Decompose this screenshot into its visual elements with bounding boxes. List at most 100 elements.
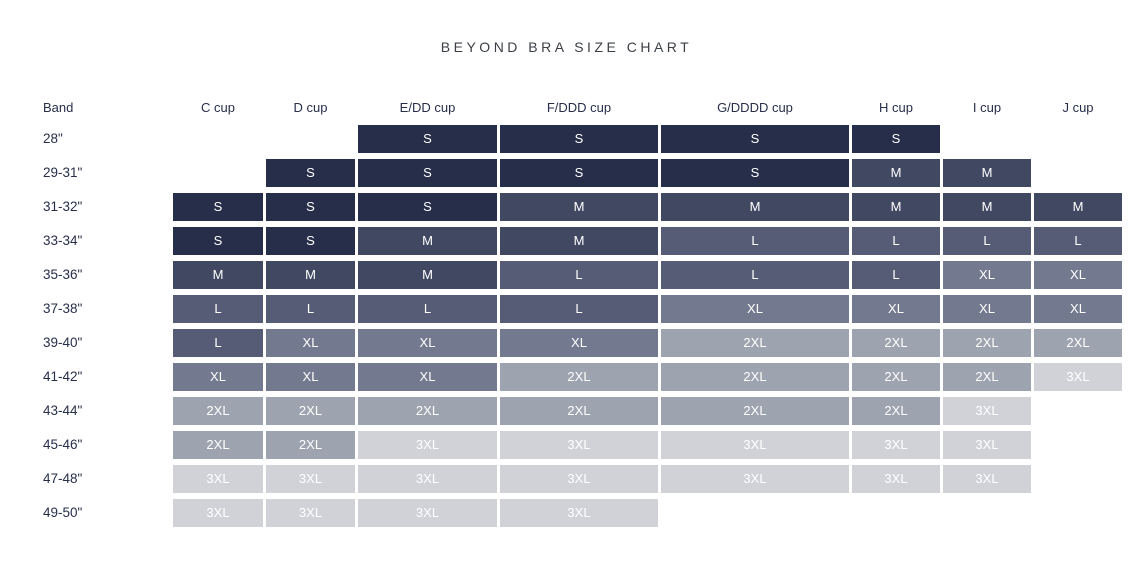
size-chart-grid: Band C cup D cup E/DD cup F/DDD cup G/DDDD cu… <box>43 97 1122 527</box>
size-cell: S <box>852 125 940 153</box>
size-cell: 3XL <box>500 431 658 459</box>
size-cell: 3XL <box>173 499 263 527</box>
empty-cell <box>266 125 355 153</box>
size-cell: 3XL <box>500 499 658 527</box>
size-cell: L <box>500 261 658 289</box>
size-cell: 2XL <box>173 431 263 459</box>
size-cell: S <box>500 125 658 153</box>
page-title: BEYOND BRA SIZE CHART <box>440 39 693 55</box>
size-cell: 3XL <box>943 465 1031 493</box>
size-cell: M <box>500 227 658 255</box>
size-cell: M <box>500 193 658 221</box>
size-cell: 2XL <box>943 329 1031 357</box>
size-cell: L <box>852 227 940 255</box>
size-cell: L <box>661 261 849 289</box>
size-cell: 3XL <box>852 465 940 493</box>
size-cell: 2XL <box>173 397 263 425</box>
empty-cell <box>661 499 849 527</box>
size-cell: 2XL <box>852 363 940 391</box>
size-cell: S <box>661 159 849 187</box>
size-cell: M <box>852 159 940 187</box>
size-cell: XL <box>661 295 849 323</box>
empty-cell <box>943 125 1031 153</box>
size-cell: M <box>266 261 355 289</box>
size-cell: S <box>358 193 497 221</box>
size-cell: 3XL <box>358 431 497 459</box>
size-cell: L <box>852 261 940 289</box>
size-cell: L <box>943 227 1031 255</box>
size-cell: S <box>173 193 263 221</box>
size-cell: 3XL <box>173 465 263 493</box>
size-cell: L <box>266 295 355 323</box>
empty-cell <box>1034 465 1122 493</box>
size-cell: S <box>358 125 497 153</box>
size-cell: 3XL <box>266 465 355 493</box>
size-cell: 2XL <box>500 397 658 425</box>
size-cell: L <box>358 295 497 323</box>
size-cell: 2XL <box>852 329 940 357</box>
size-cell: 3XL <box>943 431 1031 459</box>
size-cell: L <box>500 295 658 323</box>
size-cell: XL <box>943 295 1031 323</box>
size-cell: L <box>173 295 263 323</box>
size-cell: XL <box>852 295 940 323</box>
empty-cell <box>1034 499 1122 527</box>
size-cell: 2XL <box>358 397 497 425</box>
size-cell: L <box>661 227 849 255</box>
cup-column-header: F/DDD cup <box>546 100 612 115</box>
size-cell: S <box>266 227 355 255</box>
size-cell: 2XL <box>852 397 940 425</box>
cup-column-header: C cup <box>201 100 235 115</box>
size-cell: M <box>358 261 497 289</box>
cup-column-header: G/DDDD cup <box>717 100 793 115</box>
size-cell: 2XL <box>266 431 355 459</box>
size-cell: XL <box>266 329 355 357</box>
empty-cell <box>1034 397 1122 425</box>
size-cell: XL <box>358 329 497 357</box>
size-cell: 3XL <box>943 397 1031 425</box>
size-cell: S <box>500 159 658 187</box>
size-cell: 3XL <box>358 499 497 527</box>
size-cell: 3XL <box>266 499 355 527</box>
size-cell: XL <box>943 261 1031 289</box>
band-row-label: 31-32" <box>43 199 83 214</box>
size-cell: 3XL <box>1034 363 1122 391</box>
size-cell: XL <box>173 363 263 391</box>
size-cell: XL <box>500 329 658 357</box>
band-row-label: 29-31" <box>43 165 83 180</box>
size-cell: S <box>661 125 849 153</box>
size-cell: L <box>173 329 263 357</box>
size-cell: XL <box>266 363 355 391</box>
size-cell: 2XL <box>500 363 658 391</box>
size-cell: 3XL <box>358 465 497 493</box>
cup-column-header: I cup <box>972 100 1002 115</box>
cup-column-header: E/DD cup <box>399 100 456 115</box>
empty-cell <box>943 499 1031 527</box>
empty-cell <box>173 125 263 153</box>
size-cell: 3XL <box>500 465 658 493</box>
size-cell: 3XL <box>852 431 940 459</box>
cup-column-header: D cup <box>293 100 328 115</box>
size-cell: XL <box>1034 295 1122 323</box>
empty-cell <box>852 499 940 527</box>
size-cell: 2XL <box>661 363 849 391</box>
band-row-label: 39-40" <box>43 335 83 350</box>
size-cell: S <box>173 227 263 255</box>
size-cell: S <box>358 159 497 187</box>
band-row-label: 47-48" <box>43 471 83 486</box>
size-cell: 3XL <box>661 431 849 459</box>
size-cell: 3XL <box>661 465 849 493</box>
size-cell: 2XL <box>661 329 849 357</box>
size-cell: M <box>358 227 497 255</box>
size-cell: S <box>266 193 355 221</box>
size-cell: M <box>943 159 1031 187</box>
size-cell: 2XL <box>266 397 355 425</box>
size-cell: L <box>1034 227 1122 255</box>
band-row-label: 28" <box>43 131 63 146</box>
empty-cell <box>173 159 263 187</box>
size-cell: S <box>266 159 355 187</box>
band-row-label: 37-38" <box>43 301 83 316</box>
size-cell: M <box>852 193 940 221</box>
band-row-label: 43-44" <box>43 403 83 418</box>
